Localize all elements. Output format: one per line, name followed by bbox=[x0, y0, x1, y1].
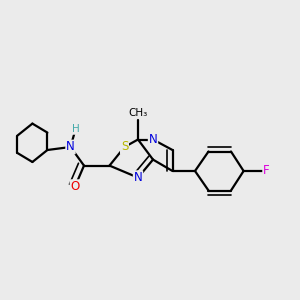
Text: N: N bbox=[148, 133, 158, 146]
Text: H: H bbox=[72, 124, 80, 134]
Text: F: F bbox=[263, 164, 270, 178]
Text: CH₃: CH₃ bbox=[128, 108, 148, 118]
Text: O: O bbox=[70, 180, 80, 193]
Text: N: N bbox=[134, 171, 142, 184]
Text: S: S bbox=[121, 140, 128, 154]
Text: N: N bbox=[66, 140, 75, 154]
